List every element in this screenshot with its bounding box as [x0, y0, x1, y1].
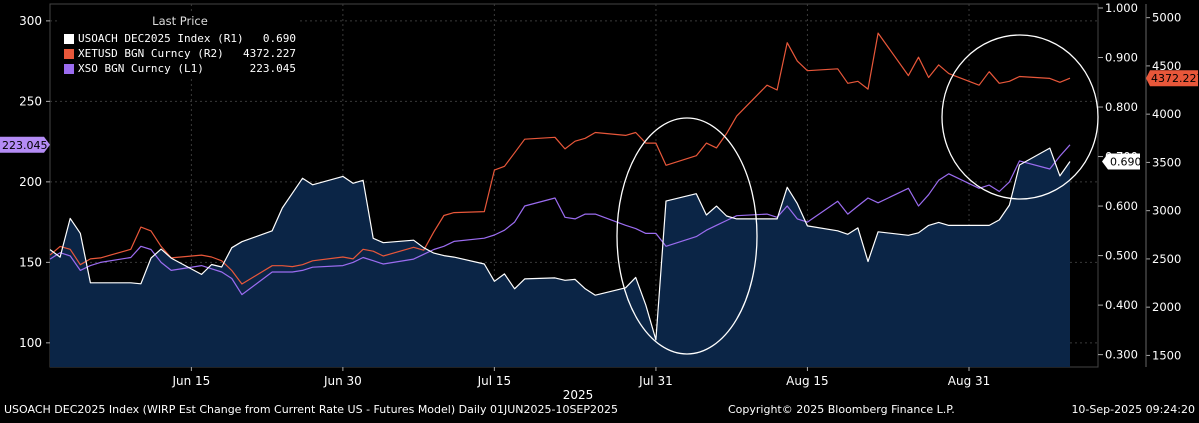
tag-bg-xetusd	[1146, 70, 1198, 87]
axis-r2-tick-label: 1500	[1152, 348, 1181, 362]
series-line-usoach	[49, 147, 1071, 341]
series-line-xso	[49, 144, 1071, 296]
area-fill-layer	[50, 148, 1070, 367]
tag-bg-xso	[0, 136, 50, 153]
legend-swatch-xetusd	[64, 48, 74, 59]
legend-name-xetusd: XETUSD BGN Curncy (R2)	[78, 47, 238, 60]
footer-copyright: Copyright© 2025 Bloomberg Finance L.P.	[728, 403, 955, 416]
legend-series-name: XETUSD BGN Curncy	[78, 47, 191, 60]
legend-title: Last Price	[152, 14, 208, 28]
legend-series-name: XSO BGN Curncy	[78, 62, 171, 75]
legend-value-xso: 223.045	[249, 62, 296, 75]
legend-swatch-usoach	[64, 33, 74, 44]
series-line-xetusd	[49, 32, 1071, 285]
series-lines	[49, 32, 1071, 341]
axis-r2-tick-label: 5000	[1152, 11, 1181, 25]
legend: Last Price USOACH DEC2025 Index (R1) 0.6…	[60, 12, 300, 76]
legend-name-xso: XSO BGN Curncy (L1)	[78, 62, 238, 75]
axis-r1-tick-label: 0.400	[1105, 298, 1138, 312]
last-price-tags: 223.045 0.690 4372.227	[0, 70, 1199, 170]
tag-value-xso: 223.045	[2, 139, 48, 152]
legend-axis-label: (R2)	[197, 47, 224, 60]
legend-entry-usoach: USOACH DEC2025 Index (R1) 0.690	[60, 31, 300, 46]
axis-x-year-label: 2025	[563, 388, 594, 402]
legend-value-usoach: 0.690	[262, 32, 296, 45]
axis-x-tick-label: Jun 30	[323, 374, 362, 388]
footer-description: USOACH DEC2025 Index (WIRP Est Change fr…	[4, 403, 619, 416]
legend-axis-label: (L1)	[177, 62, 204, 75]
axis-x-tick-label: Jul 15	[477, 374, 512, 388]
axis-r1-tick-label: 0.800	[1105, 100, 1138, 114]
legend-name-usoach: USOACH DEC2025 Index (R1)	[78, 32, 244, 45]
axis-left-tick-label: 100	[19, 336, 42, 350]
axes: 1001502002503000.3000.4000.5000.6000.700…	[19, 1, 1181, 402]
axis-left-tick-label: 150	[19, 255, 42, 269]
tag-value-usoach: 0.690	[1110, 156, 1142, 169]
tag-value-xetusd: 4372.227	[1151, 72, 1199, 85]
legend-swatch-xso	[64, 63, 74, 74]
axis-r1-tick-label: 0.300	[1105, 348, 1138, 362]
footer-timestamp: 10-Sep-2025 09:24:20	[1071, 403, 1195, 416]
axis-left-tick-label: 300	[19, 14, 42, 28]
axis-x-tick-label: Aug 15	[786, 374, 829, 388]
usoach-area	[50, 148, 1070, 367]
axis-x-tick-label: Jun 15	[171, 374, 210, 388]
axis-r2-tick-label: 2000	[1152, 300, 1181, 314]
legend-series-name: USOACH DEC2025 Index	[78, 32, 211, 45]
axis-x-tick-label: Aug 31	[948, 374, 991, 388]
tag-bg-usoach	[1102, 153, 1140, 170]
axis-left-tick-label: 200	[19, 175, 42, 189]
axis-r1-tick-label: 0.900	[1105, 51, 1138, 65]
annotation-layer	[616, 34, 1099, 355]
axis-r1-tick-label: 0.500	[1105, 249, 1138, 263]
axis-r2-tick-label: 3000	[1152, 204, 1181, 218]
axis-r2-tick-label: 3500	[1152, 155, 1181, 169]
axis-left-tick-label: 250	[19, 94, 42, 108]
annotation-ellipse-jul31	[616, 117, 758, 355]
legend-value-xetusd: 4372.227	[243, 47, 296, 60]
annotation-ellipse-sep	[941, 34, 1099, 200]
axis-x-tick-label: Jul 31	[638, 374, 673, 388]
legend-entry-xso: XSO BGN Curncy (L1) 223.045	[60, 61, 300, 76]
legend-axis-label: (R1)	[217, 32, 244, 45]
axis-r1-tick-label: 1.000	[1105, 1, 1138, 15]
legend-entry-xetusd: XETUSD BGN Curncy (R2) 4372.227	[60, 46, 300, 61]
axis-r2-tick-label: 4000	[1152, 107, 1181, 121]
axis-r2-tick-label: 2500	[1152, 252, 1181, 266]
axis-r2-tick-label: 4500	[1152, 59, 1181, 73]
axis-r1-tick-label: 0.600	[1105, 199, 1138, 213]
